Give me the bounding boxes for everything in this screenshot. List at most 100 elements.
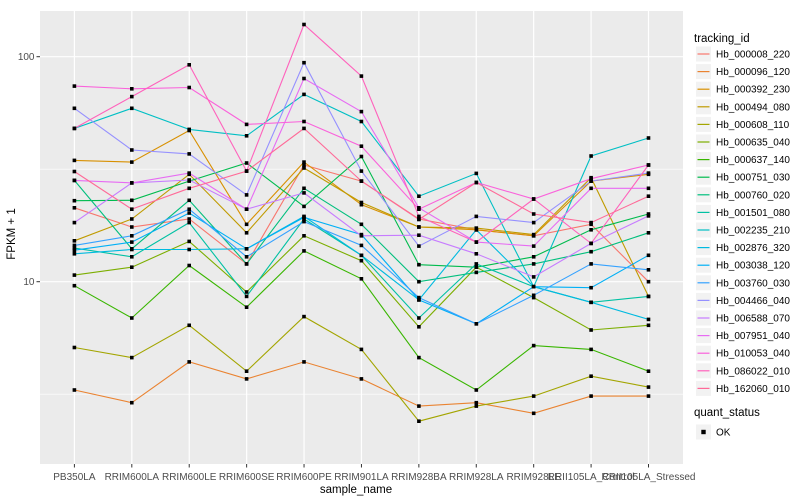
legend-label: Hb_000008_220: [716, 50, 790, 61]
legend-label: Hb_002876_320: [716, 243, 790, 254]
data-point-Hb_000751_030: [359, 154, 364, 159]
data-point-Hb_000008_220: [187, 217, 191, 221]
x-tick-label-RRIM600LE: RRIM600LE: [162, 472, 217, 483]
legend-label: Hb_004466_040: [716, 296, 790, 307]
legend-entry-Hb_000751_030: Hb_000751_030: [696, 169, 790, 185]
data-point-Hb_000008_220: [302, 163, 306, 167]
data-point-Hb_000635_040: [130, 265, 134, 269]
data-point-Hb_000760_020: [474, 270, 479, 275]
data-point-Hb_162060_010: [130, 207, 134, 211]
data-point-Hb_162060_010: [589, 220, 593, 225]
data-point-Hb_002235_210: [359, 119, 364, 124]
data-point-Hb_162060_010: [646, 194, 651, 198]
data-point-Hb_006588_070: [531, 275, 536, 279]
data-point-Hb_086022_010: [531, 197, 536, 201]
data-point-Hb_000008_220: [646, 279, 651, 284]
data-point-Hb_003760_030: [72, 243, 77, 248]
data-point-Hb_006588_070: [646, 214, 651, 218]
data-point-Hb_162060_010: [244, 169, 249, 173]
data-point-Hb_007951_040: [589, 186, 593, 191]
data-point-Hb_000751_030: [417, 262, 421, 267]
data-point-Hb_010053_040: [417, 207, 421, 211]
data-point-Hb_000096_120: [589, 394, 593, 398]
data-point-Hb_086022_010: [646, 163, 651, 167]
data-point-Hb_010053_040: [359, 144, 364, 148]
data-point-Hb_000392_230: [359, 202, 364, 207]
data-point-Hb_004466_040: [359, 169, 364, 173]
data-point-Hb_000751_030: [589, 228, 593, 232]
legend-entry-Hb_000096_120: Hb_000096_120: [696, 64, 790, 80]
data-point-Hb_086022_010: [359, 74, 364, 78]
data-point-Hb_000608_110: [531, 394, 536, 398]
data-point-Hb_007951_040: [72, 178, 77, 183]
data-point-Hb_002876_320: [72, 252, 77, 256]
data-point-Hb_000096_120: [244, 377, 249, 381]
data-point-Hb_000608_110: [302, 314, 306, 319]
legend-label: Hb_086022_010: [716, 366, 790, 377]
data-point-Hb_000096_120: [130, 400, 134, 405]
data-point-Hb_000751_030: [646, 212, 651, 216]
data-point-Hb_000608_110: [72, 345, 77, 350]
legend-label: Hb_007951_040: [716, 331, 790, 342]
data-point-Hb_002876_320: [359, 253, 364, 258]
legend-entry-Hb_000635_040: Hb_000635_040: [696, 134, 790, 150]
data-point-Hb_000637_140: [646, 369, 651, 373]
legend-entry-Hb_000494_080: Hb_000494_080: [696, 99, 790, 115]
data-point-Hb_002235_210: [646, 136, 651, 140]
data-point-Hb_006588_070: [359, 234, 364, 238]
data-point-Hb_000635_040: [302, 234, 306, 238]
data-point-Hb_003038_120: [417, 298, 421, 302]
data-point-Hb_000751_030: [130, 198, 134, 203]
data-point-Hb_000637_140: [244, 305, 249, 309]
legend-tracking-id-title: tracking_id: [694, 33, 750, 45]
x-axis-title: sample_name: [320, 484, 392, 496]
data-point-Hb_003760_030: [359, 243, 364, 248]
data-point-Hb_002235_210: [244, 134, 249, 138]
data-point-Hb_004466_040: [72, 106, 77, 111]
data-point-Hb_003038_120: [589, 285, 593, 290]
data-point-Hb_010053_040: [130, 87, 134, 91]
data-point-Hb_004466_040: [646, 171, 651, 175]
data-point-Hb_000751_030: [72, 198, 77, 203]
data-point-Hb_001501_080: [130, 255, 134, 259]
data-point-Hb_002876_320: [187, 247, 191, 252]
data-point-Hb_000635_040: [187, 239, 191, 244]
data-point-Hb_002235_210: [302, 92, 306, 97]
data-point-Hb_000494_080: [302, 166, 306, 170]
data-point-Hb_000608_110: [359, 347, 364, 352]
x-tick-label-RRII105LA_Stressed: RRII105LA_Stressed: [602, 472, 696, 483]
data-point-Hb_003760_030: [531, 293, 536, 298]
data-point-Hb_086022_010: [302, 22, 306, 27]
data-point-Hb_000760_020: [187, 198, 191, 203]
legend-entry-Hb_003038_120: Hb_003038_120: [696, 257, 790, 273]
legend-quant-status-title: quant_status: [694, 407, 760, 419]
data-point-Hb_001501_080: [474, 262, 479, 266]
data-point-Hb_002876_320: [646, 317, 651, 322]
data-point-Hb_007951_040: [302, 76, 306, 81]
data-point-Hb_004466_040: [130, 148, 134, 152]
data-point-Hb_000637_140: [187, 263, 191, 268]
data-point-Hb_000760_020: [531, 262, 536, 266]
data-point-Hb_000096_120: [359, 377, 364, 381]
legend-label: OK: [716, 428, 731, 439]
data-point-Hb_000096_120: [531, 411, 536, 416]
legend-label: Hb_000751_030: [716, 173, 790, 184]
legend-entry-Hb_000392_230: Hb_000392_230: [696, 81, 790, 97]
data-point-Hb_000635_040: [646, 323, 651, 328]
data-point-Hb_000494_080: [130, 217, 134, 221]
data-point-Hb_000608_110: [417, 419, 421, 423]
data-point-Hb_000637_140: [72, 283, 77, 288]
data-point-Hb_000637_140: [531, 343, 536, 348]
data-point-Hb_000635_040: [72, 273, 77, 277]
data-point-Hb_000608_110: [646, 385, 651, 389]
y-axis-title: FPKM + 1: [6, 208, 18, 259]
data-point-Hb_004466_040: [474, 214, 479, 219]
data-point-Hb_004466_040: [589, 179, 593, 183]
legend-entry-Hb_003760_030: Hb_003760_030: [696, 275, 790, 291]
data-point-Hb_001501_080: [187, 220, 191, 225]
data-point-Hb_000637_140: [474, 388, 479, 392]
legend-label: Hb_003760_030: [716, 278, 790, 289]
data-point-Hb_003760_030: [244, 255, 249, 259]
data-point-Hb_162060_010: [417, 217, 421, 222]
